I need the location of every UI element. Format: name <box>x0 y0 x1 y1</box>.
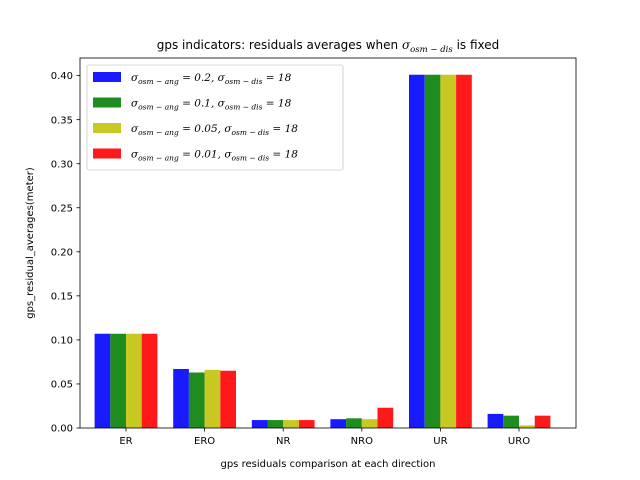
bar-ur-series-3 <box>440 74 457 429</box>
bar-ero-series-2 <box>188 372 205 428</box>
bar-er-series-2 <box>110 333 126 428</box>
legend-entry-label: σosm − ang = 0.01, σosm − dis = 18 <box>131 149 298 163</box>
y-tick-label: 0.10 <box>51 336 73 347</box>
bar-uro-series-3 <box>519 425 535 428</box>
bar-ero-series-3 <box>204 369 221 428</box>
y-tick-label: 0.20 <box>51 247 73 258</box>
bar-ur-series-1 <box>409 74 425 429</box>
legend-entry-label: σosm − ang = 0.1, σosm − dis = 18 <box>131 98 292 112</box>
bar-er-series-1 <box>94 333 111 428</box>
x-tick-label: UR <box>433 436 447 447</box>
y-axis: 0.00 0.05 0.10 0.15 0.20 0.25 0.30 0.35 0.40 <box>51 71 80 435</box>
legend-entry-label: σosm − ang = 0.05, σosm − dis = 18 <box>131 123 298 137</box>
bar-er-series-3 <box>126 333 142 428</box>
bar-uro-series-1 <box>487 413 504 428</box>
legend-box <box>86 64 344 171</box>
x-tick-label: NR <box>276 436 290 447</box>
legend-swatch <box>93 123 121 133</box>
y-axis-label: gps_residual_averages(meter) <box>25 167 36 319</box>
legend-swatch <box>93 72 121 82</box>
x-tick-label: ERO <box>194 436 215 447</box>
bar-ero-series-1 <box>173 368 189 428</box>
x-tick-label: ER <box>119 436 132 447</box>
chart-title: gps indicators: residuals averages when … <box>157 38 500 55</box>
bar-nr-series-2 <box>267 420 284 428</box>
bar-er-series-4 <box>141 333 158 428</box>
bar-uro-series-4 <box>534 415 551 428</box>
x-tick-label: NRO <box>351 436 373 447</box>
y-tick-label: 0.30 <box>51 159 73 170</box>
plot-frame <box>79 57 577 429</box>
y-tick-label: 0.15 <box>51 291 73 302</box>
bar-nro-series-3 <box>361 419 378 428</box>
x-axis-label: gps residuals comparison at each directi… <box>220 459 435 470</box>
bar-nro-series-4 <box>377 407 394 428</box>
y-tick-label: 0.40 <box>51 71 73 82</box>
bar-nro-series-1 <box>330 419 347 428</box>
y-tick-label: 0.05 <box>51 380 73 391</box>
bar-nr-series-4 <box>298 420 315 428</box>
bar-uro-series-2 <box>503 415 519 428</box>
y-tick-label: 0.00 <box>51 424 73 435</box>
x-tick-label: URO <box>508 436 530 447</box>
legend-entry-label: σosm − ang = 0.2, σosm − dis = 18 <box>131 72 292 86</box>
legend-swatch <box>93 97 121 108</box>
x-axis: ER ERO NR NRO UR URO <box>119 428 530 447</box>
y-tick-label: 0.35 <box>51 115 73 126</box>
bar-nr-series-3 <box>283 420 299 428</box>
legend: σosm − ang = 0.2, σosm − dis = 18 σosm − … <box>86 64 344 171</box>
bar-ero-series-4 <box>220 370 236 428</box>
legend-swatch <box>93 148 121 159</box>
bar-ur-series-4 <box>456 74 472 429</box>
y-tick-label: 0.25 <box>51 203 73 214</box>
bar-ur-series-2 <box>424 74 441 429</box>
bar-nr-series-1 <box>251 420 268 428</box>
bar-layer <box>94 74 551 429</box>
bar-nro-series-2 <box>346 418 362 428</box>
